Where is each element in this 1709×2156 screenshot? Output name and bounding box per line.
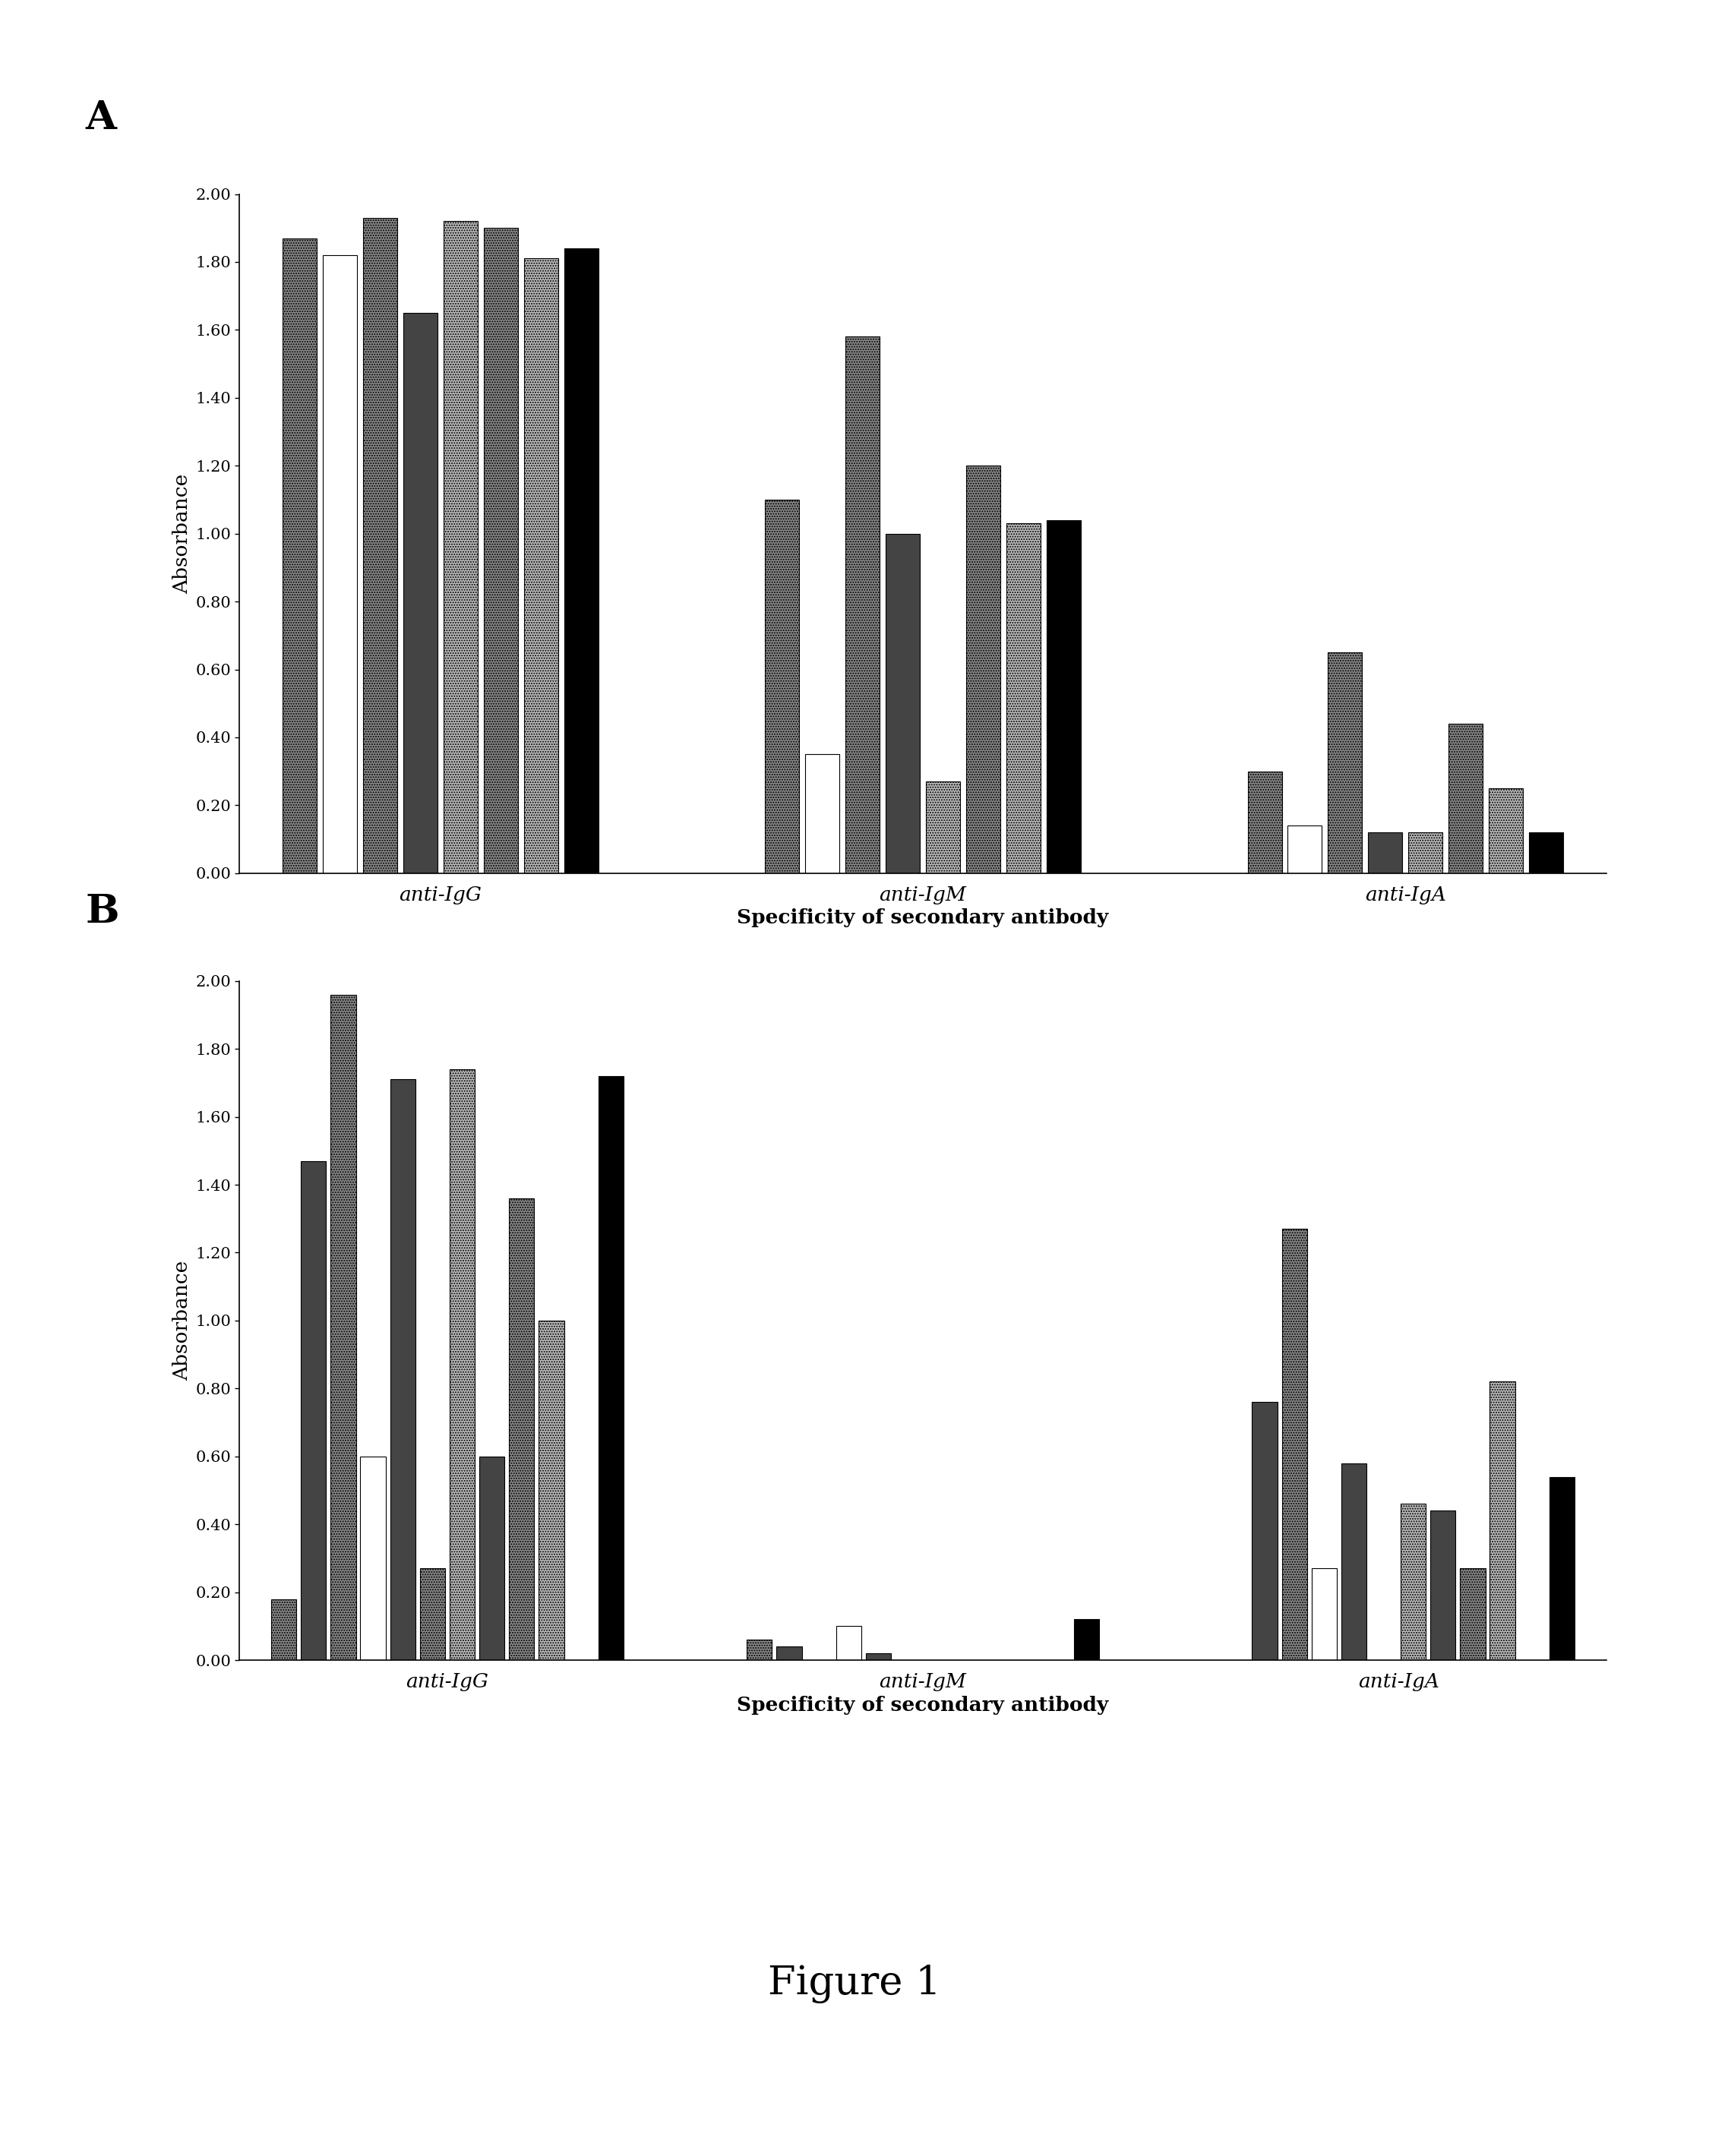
Bar <box>390 1080 415 1660</box>
Bar <box>484 229 518 873</box>
Bar <box>1401 1505 1425 1660</box>
Bar <box>1007 524 1041 873</box>
Bar <box>1489 789 1523 873</box>
Bar <box>1282 1229 1307 1660</box>
Bar <box>1253 1401 1277 1660</box>
Bar <box>747 1641 772 1660</box>
Text: A: A <box>85 99 116 138</box>
Bar <box>361 1457 386 1660</box>
Bar <box>1289 826 1323 873</box>
Bar <box>966 466 1000 873</box>
Bar <box>323 254 357 873</box>
Bar <box>846 336 880 873</box>
Bar <box>301 1160 326 1660</box>
Y-axis label: Absorbance: Absorbance <box>173 1261 191 1380</box>
Bar <box>509 1199 535 1660</box>
Bar <box>420 1567 444 1660</box>
Bar <box>479 1457 504 1660</box>
Bar <box>1073 1619 1099 1660</box>
Text: B: B <box>85 893 120 931</box>
Bar <box>1430 1511 1456 1660</box>
Bar <box>362 218 396 873</box>
Bar <box>836 1626 861 1660</box>
Bar <box>1342 1464 1367 1660</box>
Text: Figure 1: Figure 1 <box>767 1964 942 2003</box>
Bar <box>1408 832 1442 873</box>
X-axis label: Specificity of secondary antibody: Specificity of secondary antibody <box>737 1695 1109 1714</box>
Bar <box>1490 1382 1516 1660</box>
Bar <box>885 535 919 873</box>
Bar <box>1369 832 1403 873</box>
Bar <box>538 1319 564 1660</box>
Bar <box>1311 1567 1336 1660</box>
Bar <box>449 1069 475 1660</box>
Bar <box>1459 1567 1485 1660</box>
Bar <box>1046 520 1080 873</box>
Bar <box>272 1600 296 1660</box>
Bar <box>1328 653 1362 873</box>
Y-axis label: Absorbance: Absorbance <box>173 474 191 593</box>
Bar <box>1530 832 1564 873</box>
Bar <box>598 1076 624 1660</box>
Bar <box>443 222 477 873</box>
Bar <box>926 780 960 873</box>
Bar <box>1550 1477 1574 1660</box>
Bar <box>776 1647 802 1660</box>
Bar <box>564 248 598 873</box>
Bar <box>330 994 355 1660</box>
X-axis label: Specificity of secondary antibody: Specificity of secondary antibody <box>737 908 1109 927</box>
Bar <box>766 500 800 873</box>
Bar <box>805 755 839 873</box>
Bar <box>1248 772 1282 873</box>
Bar <box>523 259 557 873</box>
Bar <box>1449 724 1483 873</box>
Bar <box>403 313 438 873</box>
Bar <box>282 237 316 873</box>
Bar <box>866 1654 890 1660</box>
